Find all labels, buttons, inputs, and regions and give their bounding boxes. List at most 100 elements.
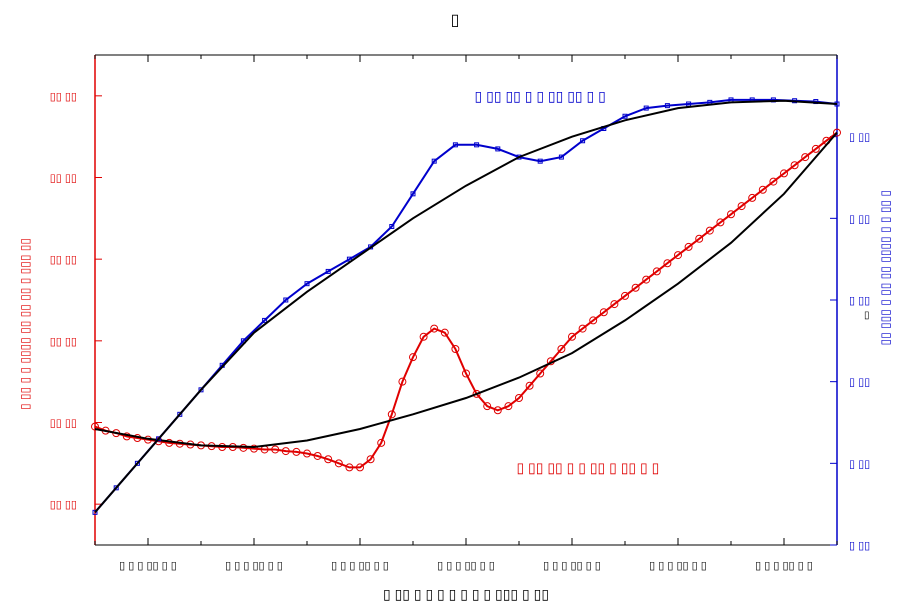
data-point bbox=[727, 210, 735, 219]
data-point bbox=[472, 389, 481, 398]
data-point bbox=[377, 438, 386, 447]
data-point bbox=[515, 394, 523, 402]
data-point bbox=[440, 328, 449, 337]
data-point bbox=[292, 447, 301, 456]
data-point bbox=[580, 138, 586, 144]
x-tick-label: ▯ ▯ ▯ ▯▯ ▯ ▯ bbox=[437, 560, 495, 572]
data-point bbox=[409, 353, 417, 362]
data-point bbox=[430, 324, 439, 333]
data-point bbox=[303, 449, 311, 458]
data-point bbox=[622, 113, 628, 119]
y-right-tick-label: ▯ ▯▯ bbox=[849, 132, 870, 144]
y-right-tick-label: ▯ ▯▯ bbox=[849, 295, 870, 307]
data-point bbox=[156, 436, 162, 442]
data-point bbox=[652, 267, 661, 276]
data-point bbox=[334, 459, 343, 468]
data-point bbox=[313, 451, 322, 460]
y-left-tick-label: ▯▯ ▯▯ bbox=[50, 336, 77, 348]
data-point bbox=[113, 485, 119, 491]
y-axis-label-left: ▯ ▯▯ ▯ ▯ ▯▯▯▯ ▯▯ ▯▯ ▯▯ ▯ ▯▯▯ ▯▯ bbox=[18, 237, 32, 410]
data-point bbox=[599, 308, 608, 317]
x-axis-label: ▯ ▯▯ ▯ ▯ ▯ ▯ ▯ ▯ ▯ ▯▯▯ ▯ ▯▯ bbox=[382, 586, 550, 602]
data-point bbox=[684, 242, 693, 251]
series-line bbox=[94, 131, 838, 449]
data-point bbox=[610, 300, 619, 309]
x-tick-label: ▯ ▯ ▯ ▯▯ ▯ ▯ bbox=[649, 560, 707, 572]
chart-annotation: ▯ ▯▯ ▯▯ ▯ ▯ ▯▯ ▯ ▯▯ ▯ ▯ bbox=[516, 459, 659, 475]
data-point bbox=[568, 332, 576, 341]
x-tick-label: ▯ ▯ ▯ ▯▯ ▯ ▯ bbox=[119, 560, 177, 572]
chart-annotation: ▯ ▯▯ ▯▯ ▯ ▯ ▯▯ ▯▯ ▯ ▯ bbox=[475, 88, 606, 104]
data-point bbox=[431, 158, 437, 164]
data-point bbox=[833, 128, 841, 137]
chart-title: ▯ bbox=[450, 12, 460, 29]
data-point bbox=[325, 268, 331, 274]
data-point bbox=[271, 445, 280, 454]
data-point bbox=[410, 191, 416, 197]
data-point bbox=[239, 443, 248, 452]
data-point bbox=[504, 402, 513, 411]
series-line bbox=[94, 99, 838, 513]
data-point bbox=[281, 447, 290, 456]
data-point bbox=[811, 144, 820, 153]
data-point bbox=[346, 256, 352, 262]
data-point bbox=[91, 422, 99, 431]
data-point bbox=[92, 509, 98, 515]
y-left-tick-label: ▯▯ ▯▯ bbox=[50, 499, 77, 511]
y-axis-label-right: ▯ ▯▯ ▯ ▯ ▯▯▯▯ ▯▯ ▯▯ ▯ ▯▯▯ ▯▯ bbox=[880, 190, 894, 346]
data-point bbox=[345, 463, 354, 472]
data-point bbox=[801, 153, 810, 162]
y-left-tick-label: ▯▯ ▯▯ bbox=[50, 173, 77, 185]
y-axis-label-right-mark: ▯ bbox=[864, 310, 870, 321]
data-point bbox=[790, 161, 799, 170]
data-point bbox=[387, 410, 396, 419]
data-point bbox=[663, 259, 672, 268]
data-point bbox=[695, 234, 704, 243]
data-point bbox=[462, 369, 470, 378]
data-point bbox=[262, 317, 268, 323]
data-point bbox=[758, 185, 767, 194]
data-point bbox=[474, 142, 480, 148]
data-point bbox=[451, 345, 460, 353]
data-point bbox=[177, 411, 183, 417]
data-point bbox=[664, 103, 670, 109]
data-point bbox=[525, 381, 534, 390]
data-point bbox=[165, 438, 174, 447]
data-point bbox=[283, 297, 289, 303]
data-point bbox=[642, 275, 651, 284]
data-point bbox=[452, 142, 458, 148]
data-point bbox=[398, 377, 407, 386]
data-point bbox=[250, 444, 258, 453]
data-point bbox=[705, 226, 714, 235]
x-tick-label: ▯ ▯ ▯ ▯▯ ▯ ▯ bbox=[225, 560, 283, 572]
data-point bbox=[631, 283, 640, 292]
data-point bbox=[769, 177, 778, 186]
data-point bbox=[780, 169, 788, 178]
data-point bbox=[737, 202, 746, 211]
data-point bbox=[198, 387, 204, 393]
y-right-tick-label: ▯ ▯▯ bbox=[849, 377, 870, 389]
y-left-tick-label: ▯▯ ▯▯ bbox=[50, 254, 77, 266]
data-point bbox=[643, 105, 649, 111]
data-point bbox=[356, 463, 364, 472]
series-line bbox=[94, 131, 838, 469]
data-point bbox=[536, 369, 545, 378]
data-point bbox=[748, 193, 757, 202]
data-point bbox=[493, 406, 502, 415]
data-point bbox=[134, 460, 140, 466]
x-tick-label: ▯ ▯ ▯ ▯▯ ▯ ▯ bbox=[331, 560, 389, 572]
data-point bbox=[621, 291, 629, 300]
y-right-tick-label: ▯ ▯▯ bbox=[849, 540, 870, 552]
series-line bbox=[94, 98, 838, 513]
data-point bbox=[578, 324, 587, 333]
x-tick-label: ▯ ▯ ▯ ▯▯ ▯ ▯ bbox=[543, 560, 601, 572]
data-point bbox=[366, 455, 375, 464]
y-left-tick-label: ▯▯ ▯▯ bbox=[50, 91, 77, 103]
data-point bbox=[674, 251, 682, 260]
y-right-tick-label: ▯ ▯▯ bbox=[849, 213, 870, 225]
data-point bbox=[419, 332, 428, 341]
data-point bbox=[716, 218, 725, 227]
data-point bbox=[389, 224, 395, 229]
data-point bbox=[304, 281, 310, 287]
y-left-tick-label: ▯▯ ▯▯ bbox=[50, 418, 77, 430]
